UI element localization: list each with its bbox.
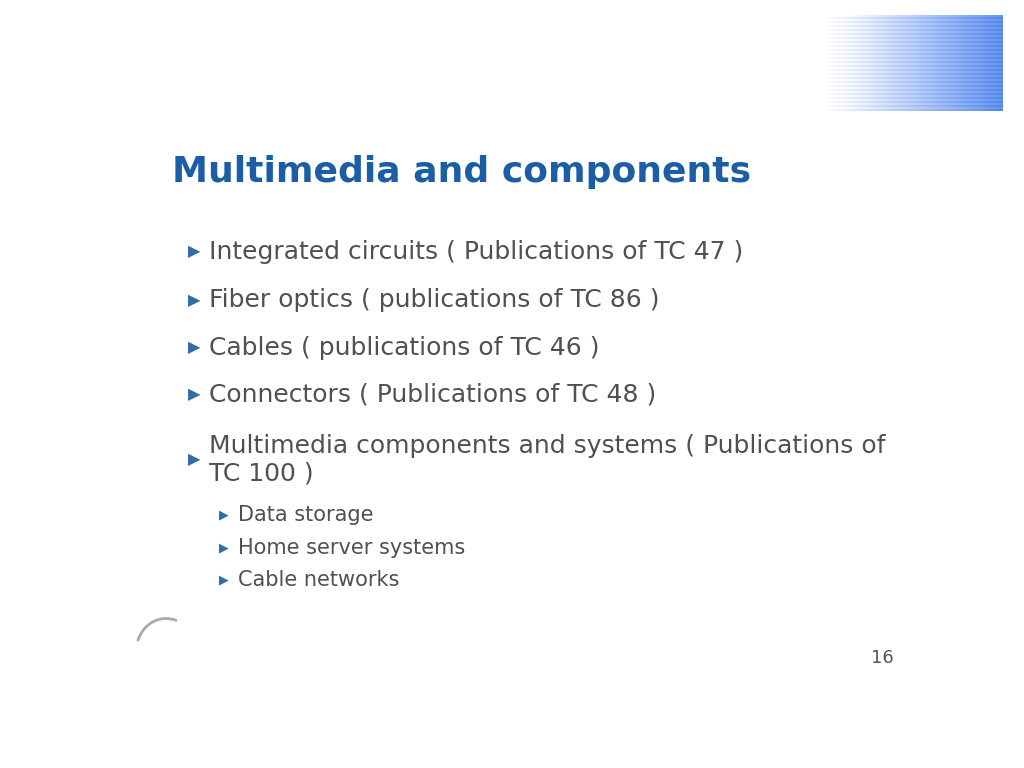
Text: Data storage: Data storage bbox=[238, 505, 373, 525]
Text: Integrated circuits ( Publications of TC 47 ): Integrated circuits ( Publications of TC… bbox=[209, 240, 743, 264]
Text: Home server systems: Home server systems bbox=[238, 538, 465, 558]
Text: ▶: ▶ bbox=[187, 340, 200, 355]
Text: Connectors ( Publications of TC 48 ): Connectors ( Publications of TC 48 ) bbox=[209, 383, 656, 407]
Text: Cables ( publications of TC 46 ): Cables ( publications of TC 46 ) bbox=[209, 336, 599, 359]
Text: Multimedia and components: Multimedia and components bbox=[172, 155, 751, 189]
Text: Fiber optics ( publications of TC 86 ): Fiber optics ( publications of TC 86 ) bbox=[209, 288, 659, 313]
Text: ▶: ▶ bbox=[187, 244, 200, 260]
Text: 16: 16 bbox=[871, 649, 894, 667]
Text: ▶: ▶ bbox=[187, 452, 200, 468]
Text: ▶: ▶ bbox=[219, 574, 229, 587]
Text: ▶: ▶ bbox=[187, 293, 200, 308]
Text: Multimedia components and systems ( Publications of
TC 100 ): Multimedia components and systems ( Publ… bbox=[209, 434, 886, 486]
Text: ▶: ▶ bbox=[187, 387, 200, 402]
Text: ▶: ▶ bbox=[219, 541, 229, 554]
Text: ▶: ▶ bbox=[219, 508, 229, 521]
Text: Cable networks: Cable networks bbox=[238, 570, 399, 590]
